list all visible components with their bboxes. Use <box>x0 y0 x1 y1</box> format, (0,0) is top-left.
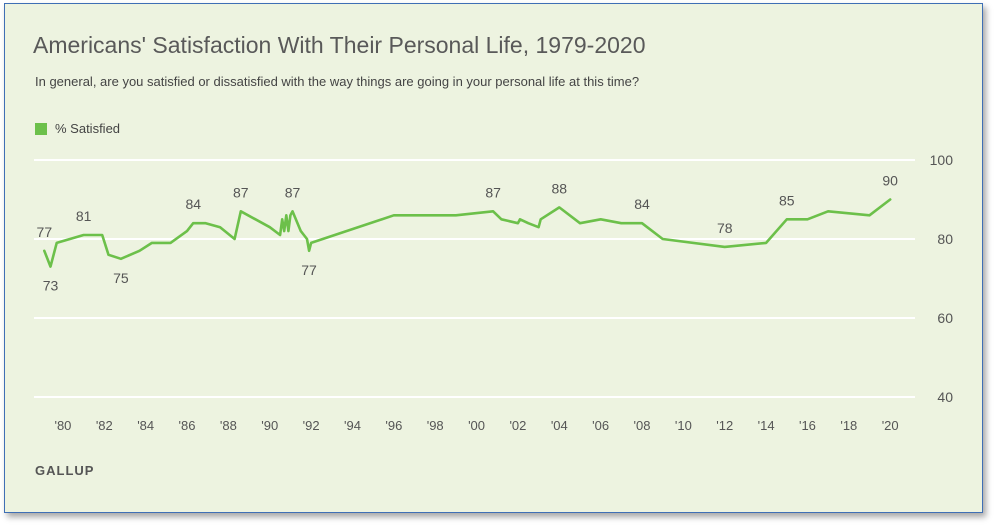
x-tick-label: '86 <box>179 418 196 433</box>
x-tick-label: '12 <box>716 418 733 433</box>
chart-frame: Americans' Satisfaction With Their Perso… <box>4 3 983 513</box>
data-label: 73 <box>43 278 59 294</box>
x-tick-label: '10 <box>675 418 692 433</box>
x-tick-label: '08 <box>634 418 651 433</box>
legend-label: % Satisfied <box>55 121 121 136</box>
legend: % Satisfied <box>35 121 120 136</box>
chart-subtitle: In general, are you satisfied or dissati… <box>35 74 640 89</box>
data-label: 85 <box>779 192 795 208</box>
x-tick-label: '92 <box>303 418 320 433</box>
x-tick-label: '80 <box>54 418 71 433</box>
x-tick-label: '16 <box>799 418 816 433</box>
data-label: 84 <box>634 196 650 212</box>
x-tick-label: '02 <box>509 418 526 433</box>
data-label: 78 <box>717 220 733 236</box>
y-tick-label: 80 <box>937 231 953 247</box>
x-tick-label: '18 <box>840 418 857 433</box>
data-label: 87 <box>233 184 249 200</box>
x-tick-label: '84 <box>137 418 154 433</box>
y-tick-label: 60 <box>937 310 953 326</box>
data-label: 87 <box>285 184 301 200</box>
x-tick-label: '96 <box>385 418 402 433</box>
y-tick-label: 40 <box>937 389 953 405</box>
x-tick-label: '06 <box>592 418 609 433</box>
data-label: 77 <box>301 262 317 278</box>
data-label: 75 <box>113 270 129 286</box>
data-label: 88 <box>552 180 568 196</box>
data-label: 90 <box>882 173 898 189</box>
series-line <box>43 198 892 268</box>
x-tick-label: '04 <box>551 418 568 433</box>
data-label: 81 <box>76 208 92 224</box>
source-label: GALLUP <box>35 463 95 478</box>
y-tick-label: 100 <box>930 152 954 168</box>
x-tick-label: '90 <box>261 418 278 433</box>
x-tick-label: '82 <box>96 418 113 433</box>
x-tick-label: '00 <box>468 418 485 433</box>
data-label: 77 <box>37 224 53 240</box>
data-label: 84 <box>185 196 201 212</box>
x-tick-label: '14 <box>758 418 775 433</box>
x-tick-label: '88 <box>220 418 237 433</box>
legend-swatch <box>35 122 47 135</box>
chart-title: Americans' Satisfaction With Their Perso… <box>33 32 646 58</box>
data-label: 87 <box>485 184 501 200</box>
x-tick-label: '20 <box>882 418 899 433</box>
x-tick-label: '94 <box>344 418 361 433</box>
x-tick-label: '98 <box>427 418 444 433</box>
